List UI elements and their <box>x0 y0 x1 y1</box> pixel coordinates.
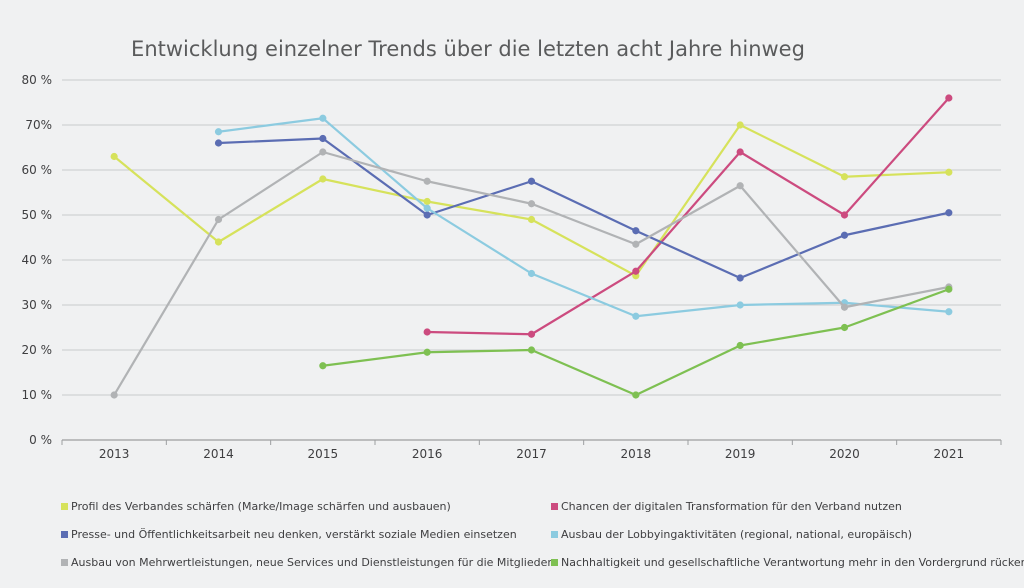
data-point-2021 <box>945 285 953 293</box>
y-tick-label: 50 % <box>22 208 53 222</box>
series-line <box>217 117 950 318</box>
data-point-2020 <box>840 211 849 219</box>
data-point-2016 <box>423 211 431 219</box>
x-tick-label: 2021 <box>934 447 965 461</box>
y-tick-label: 0 % <box>29 433 52 447</box>
x-tick-label: 2014 <box>203 447 234 461</box>
x-tick-label: 2020 <box>829 447 860 461</box>
legend-swatch <box>551 559 558 566</box>
y-tick-label: 60 % <box>22 163 53 177</box>
data-point-2021 <box>945 94 953 102</box>
legend-item: Ausbau der Lobbyingaktivitäten (regional… <box>551 528 912 541</box>
y-tick-label: 10 % <box>22 388 53 402</box>
data-point-2017 <box>527 330 536 338</box>
legend-item: Profil des Verbandes schärfen (Marke/Ima… <box>61 500 451 513</box>
data-point-2020 <box>840 323 849 332</box>
x-tick-label: 2015 <box>308 447 339 461</box>
data-point-2020 <box>840 231 849 239</box>
data-point-2014 <box>214 215 223 224</box>
y-tick-label: 80 % <box>22 73 53 87</box>
series-6 <box>319 285 953 399</box>
data-point-2019 <box>736 301 744 309</box>
data-point-2015 <box>319 114 327 122</box>
series-5 <box>110 148 953 399</box>
y-tick-label: 70% <box>25 118 52 132</box>
data-point-2016 <box>423 328 431 336</box>
data-point-2017 <box>527 200 536 208</box>
data-point-2013 <box>110 391 118 399</box>
series-3 <box>214 134 953 282</box>
legend-swatch <box>61 531 68 538</box>
data-point-2013 <box>110 152 118 161</box>
x-tick-label: 2019 <box>725 447 756 461</box>
legend: Profil des Verbandes schärfen (Marke/Ima… <box>61 500 1024 569</box>
y-tick-label: 30 % <box>22 298 53 312</box>
grid-lines <box>62 79 1001 441</box>
x-tick-label: 2013 <box>99 447 130 461</box>
y-axis: 0 % 10 % 20 % 30 % 40 % 50 % 60 % 70% 80 % <box>22 73 53 447</box>
data-point-2018 <box>632 267 640 275</box>
data-point-2021 <box>945 168 953 176</box>
legend-swatch <box>61 559 68 566</box>
legend-item: Presse- und Öffentlichkeitsarbeit neu de… <box>61 528 517 541</box>
series-lines <box>110 94 953 399</box>
x-tick-label: 2016 <box>412 447 443 461</box>
data-point-2019 <box>736 148 744 156</box>
data-point-2017 <box>527 215 536 224</box>
legend-item: Chancen der digitalen Transformation für… <box>551 500 902 513</box>
data-point-2018 <box>632 240 640 248</box>
legend-item: Nachhaltigkeit und gesellschaftliche Ver… <box>551 556 1024 569</box>
series-2 <box>423 94 953 338</box>
legend-label: Ausbau von Mehrwertleistungen, neue Serv… <box>71 556 552 569</box>
data-point-2015 <box>319 148 327 156</box>
data-point-2014 <box>214 128 223 136</box>
legend-label: Ausbau der Lobbyingaktivitäten (regional… <box>561 528 912 541</box>
data-point-2016 <box>423 177 431 185</box>
x-tick-label: 2017 <box>516 447 547 461</box>
data-point-2015 <box>319 175 327 183</box>
data-point-2018 <box>632 227 640 235</box>
data-point-2020 <box>840 303 849 311</box>
legend-label: Profil des Verbandes schärfen (Marke/Ima… <box>71 500 451 513</box>
data-point-2015 <box>319 362 327 370</box>
series-line <box>217 137 950 280</box>
data-point-2021 <box>945 308 953 316</box>
data-point-2021 <box>945 209 953 217</box>
x-tick-label: 2018 <box>621 447 652 461</box>
y-tick-label: 40 % <box>22 253 53 267</box>
data-point-2014 <box>214 238 223 246</box>
legend-swatch <box>551 531 558 538</box>
x-axis: 2013 2014 2015 2016 2017 2018 2019 2020 2021 <box>61 440 1002 461</box>
data-point-2020 <box>840 173 849 181</box>
data-point-2017 <box>527 269 536 278</box>
data-point-2017 <box>527 346 536 354</box>
series-line <box>426 96 950 336</box>
data-point-2019 <box>736 121 744 129</box>
data-point-2018 <box>632 391 640 399</box>
legend-item: Ausbau von Mehrwertleistungen, neue Serv… <box>61 556 552 569</box>
legend-swatch <box>551 503 558 510</box>
data-point-2019 <box>736 341 744 350</box>
data-point-2018 <box>632 312 640 320</box>
data-point-2016 <box>423 348 431 356</box>
data-point-2016 <box>423 197 431 206</box>
data-point-2019 <box>736 274 744 282</box>
data-point-2015 <box>319 134 327 143</box>
legend-label: Nachhaltigkeit und gesellschaftliche Ver… <box>561 556 1024 569</box>
legend-label: Presse- und Öffentlichkeitsarbeit neu de… <box>71 528 517 541</box>
y-tick-label: 20 % <box>22 343 53 357</box>
chart-title: Entwicklung einzelner Trends über die le… <box>131 37 805 61</box>
data-point-2017 <box>527 177 536 185</box>
data-point-2019 <box>736 182 744 190</box>
data-point-2016 <box>423 204 431 212</box>
legend-label: Chancen der digitalen Transformation für… <box>561 500 902 513</box>
legend-swatch <box>61 503 68 510</box>
data-point-2014 <box>214 139 223 147</box>
